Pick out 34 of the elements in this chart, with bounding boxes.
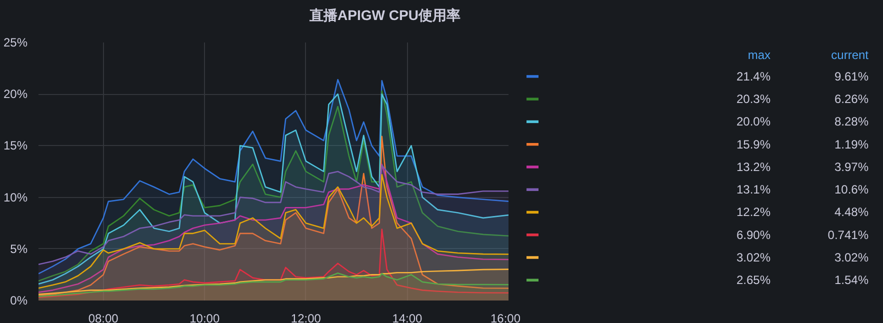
x-tick-label: 08:00 [88,312,119,323]
text: 12.2% [736,205,771,220]
text: 8.28% [834,114,869,129]
text: max [748,48,770,62]
chart-title: 直播APIGW CPU使用率 [310,6,460,25]
y-tick-label: 5% [10,242,28,256]
text: 3.02% [834,250,869,264]
text: 1.54% [834,273,869,288]
text: 15.9% [736,137,771,152]
y-tick-label: 15% [3,138,28,153]
text: 21.4% [736,69,771,84]
x-tick-label: 10:00 [190,312,220,323]
text: 13.1% [736,182,771,197]
text: 9.61% [834,69,869,84]
text: 6.90% [736,228,771,242]
x-tick-label: 12:00 [290,312,322,323]
y-tick-label: 0% [10,294,28,308]
text: 3.02% [736,250,771,264]
text: 13.2% [736,160,771,174]
x-tick-label: 16:00 [490,312,521,323]
text: 2.65% [736,273,771,288]
y-tick-label: 20% [3,87,28,102]
text: 3.97% [834,160,869,174]
text: 20.0% [736,114,771,129]
y-tick-label: 25% [3,36,28,50]
text: 6.26% [834,92,869,106]
x-tick-label: 14:00 [392,312,423,323]
text: 4.48% [834,205,869,220]
text: 20.3% [736,92,771,106]
text: current [831,48,870,62]
y-tick-label: 10% [3,190,28,204]
text: 0.741% [828,228,869,242]
text: 10.6% [834,182,869,197]
text: 1.19% [834,137,869,152]
